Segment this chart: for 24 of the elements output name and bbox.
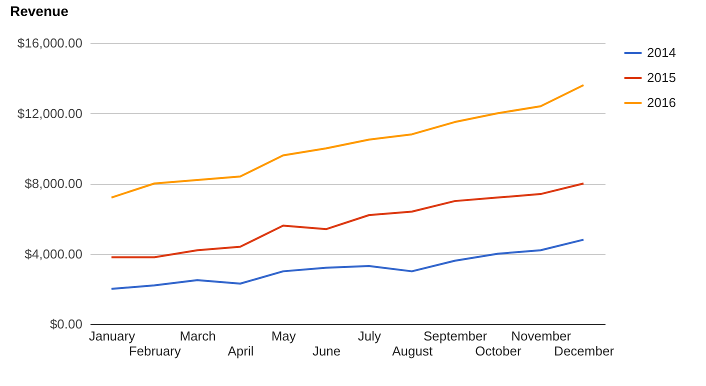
legend-label: 2016	[647, 95, 676, 110]
x-tick-label: July	[358, 328, 382, 344]
chart-title: Revenue	[10, 3, 69, 19]
legend-label: 2015	[647, 70, 676, 85]
x-tick-label: February	[128, 344, 182, 358]
line-series	[110, 182, 585, 258]
y-tick-label: $16,000.00	[17, 36, 82, 50]
line-series	[110, 238, 585, 290]
line-series	[110, 84, 585, 199]
legend-label: 2014	[647, 45, 676, 60]
y-tick-label: $8,000.00	[24, 176, 82, 191]
x-tick-label: October	[475, 344, 522, 358]
x-tick-label: November	[511, 328, 572, 344]
x-tick-label: December	[554, 344, 615, 358]
y-tick-label: $12,000.00	[17, 106, 82, 121]
x-tick-label: March	[180, 328, 216, 344]
x-tick-label: April	[228, 344, 254, 358]
x-tick-label: June	[312, 344, 341, 358]
x-tick-label: September	[423, 328, 488, 344]
y-tick-label: $0.00	[50, 316, 82, 332]
y-tick-label: $4,000.00	[24, 246, 82, 262]
x-tick-label: August	[392, 344, 433, 358]
x-tick-label: January	[88, 328, 136, 344]
x-tick-label: May	[271, 328, 296, 344]
